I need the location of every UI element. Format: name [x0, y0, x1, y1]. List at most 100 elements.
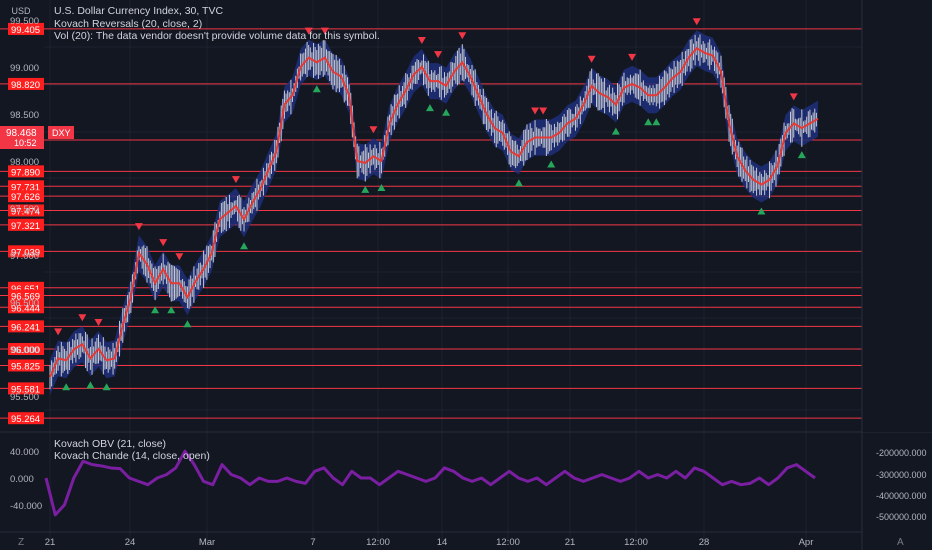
price-tick-1: 99.000: [10, 63, 39, 74]
down-marker-72: [628, 53, 637, 61]
oscillator-line: [44, 449, 816, 517]
time-axis[interactable]: 21 24 Mar 7 12:00 14 12:00 21 12:00 28 Apr: [0, 531, 862, 548]
level-label-12: 96.241: [11, 322, 40, 333]
down-marker-67: [587, 55, 596, 63]
symbol-tag-box: [48, 126, 74, 139]
time-tick-2: Mar: [199, 537, 215, 548]
lower-right-tick-1: -300000.000: [876, 470, 927, 480]
price-tick-8: 95.500: [10, 392, 39, 403]
lower-ticks: 40.000 0.000 -40.000 -200000.000 -300000.000…: [10, 447, 927, 522]
lower-right-tick-2: -400000.000: [876, 491, 927, 501]
down-marker-23: [231, 176, 240, 184]
price-tick-7: 96.000: [10, 345, 39, 356]
symbol-legend[interactable]: U.S. Dollar Currency Index, 30, TVC: [54, 5, 224, 17]
time-tick-0: 21: [45, 537, 56, 548]
level-label-bg-11: [8, 301, 44, 314]
up-marker-13: [151, 306, 160, 314]
up-marker-74: [644, 118, 653, 126]
lower-legend-2[interactable]: Kovach Chande (14, close, open): [54, 450, 210, 462]
down-marker-6: [94, 319, 103, 326]
up-marker-17: [183, 320, 192, 328]
time-tick-4: 12:00: [366, 537, 390, 548]
price-polyline: [49, 46, 819, 378]
last-price-tag: 98.468 10:52 DXY: [0, 126, 74, 149]
level-label-bg-7: [8, 218, 44, 231]
down-marker-61: [539, 107, 548, 115]
level-label-8: 97.039: [11, 247, 40, 258]
price-tick-4: 97.500: [10, 204, 39, 215]
time-tick-8: 12:00: [624, 537, 648, 548]
up-marker-47: [425, 104, 434, 112]
level-label-15: 95.581: [11, 384, 40, 395]
up-marker-58: [514, 179, 523, 187]
price-ticks: 99.500 99.000 98.500 98.000 97.500 97.000 96.5…: [10, 16, 39, 403]
down-marker-1: [54, 328, 63, 336]
down-marker-80: [692, 18, 701, 26]
lower-left-tick-1: 0.000: [10, 474, 34, 485]
price-tick-6: 96.500: [10, 298, 39, 309]
log-scale-button[interactable]: Z: [18, 537, 25, 548]
level-label-bg-8: [8, 245, 44, 258]
last-price-box: [0, 126, 44, 149]
up-marker-49: [442, 108, 451, 116]
level-label-bg-5: [8, 190, 44, 203]
price-tick-3: 98.000: [10, 157, 39, 168]
up-marker-5: [86, 381, 95, 389]
price-axis-bg[interactable]: [862, 0, 932, 432]
lower-legend-1[interactable]: Kovach OBV (21, close): [54, 438, 167, 450]
price-tick-0: 99.500: [10, 16, 39, 27]
time-tick-6: 12:00: [496, 537, 520, 548]
indicator-legend-2[interactable]: Vol (20): The data vendor doesn't provid…: [54, 30, 380, 42]
level-label-bg-0: [8, 22, 44, 35]
level-label-3: 97.890: [11, 167, 40, 178]
level-label-bg-14: [8, 359, 44, 372]
down-marker-4: [78, 314, 87, 322]
level-label-14: 95.825: [11, 361, 40, 372]
level-label-7: 97.321: [11, 221, 40, 232]
symbol-tag: DXY: [52, 128, 71, 138]
level-label-6: 97.474: [11, 206, 40, 217]
down-marker-32: [304, 27, 313, 35]
level-label-bg-16: [8, 412, 44, 425]
time-tick-7: 21: [565, 537, 576, 548]
down-marker-46: [417, 37, 426, 44]
lower-right-tick-3: -500000.000: [876, 512, 927, 522]
oscillator-polyline: [44, 449, 816, 517]
level-label-11: 96.444: [11, 303, 40, 314]
level-label-bg-4: [8, 180, 44, 193]
level-label-10: 96.569: [11, 292, 40, 303]
down-marker-14: [159, 239, 168, 247]
level-label-5: 97.626: [11, 192, 40, 203]
level-label-0: 99.405: [11, 25, 40, 36]
down-marker-34: [320, 27, 329, 35]
down-marker-16: [175, 253, 184, 261]
up-marker-41: [377, 184, 386, 191]
currency-button[interactable]: USD: [11, 6, 31, 16]
time-tick-10: Apr: [799, 537, 814, 548]
level-label-bg-6: [8, 204, 44, 217]
down-marker-48: [434, 51, 443, 59]
last-price-value: 98.468: [6, 128, 37, 139]
lower-left-tick-0: 40.000: [10, 447, 39, 458]
down-marker-92: [789, 93, 798, 101]
up-marker-2: [62, 383, 71, 391]
level-label-bg-10: [8, 289, 44, 302]
countdown-value: 10:52: [14, 138, 37, 148]
up-marker-15: [167, 306, 176, 314]
up-marker-33: [312, 85, 321, 93]
indicator-legend-1[interactable]: Kovach Reversals (20, close, 2): [54, 18, 203, 30]
down-marker-40: [369, 126, 378, 134]
level-label-4: 97.731: [11, 182, 40, 193]
down-marker-51: [458, 32, 467, 40]
auto-scale-button[interactable]: A: [897, 537, 904, 548]
time-tick-9: 28: [699, 537, 710, 548]
down-marker-11: [134, 223, 143, 231]
level-label-bg-3: [8, 165, 44, 178]
lower-right-tick-0: -200000.000: [876, 448, 927, 458]
up-marker-62: [547, 160, 556, 168]
price-candles: [49, 34, 817, 390]
level-label-16: 95.264: [11, 414, 40, 425]
level-label-bg-15: [8, 382, 44, 395]
